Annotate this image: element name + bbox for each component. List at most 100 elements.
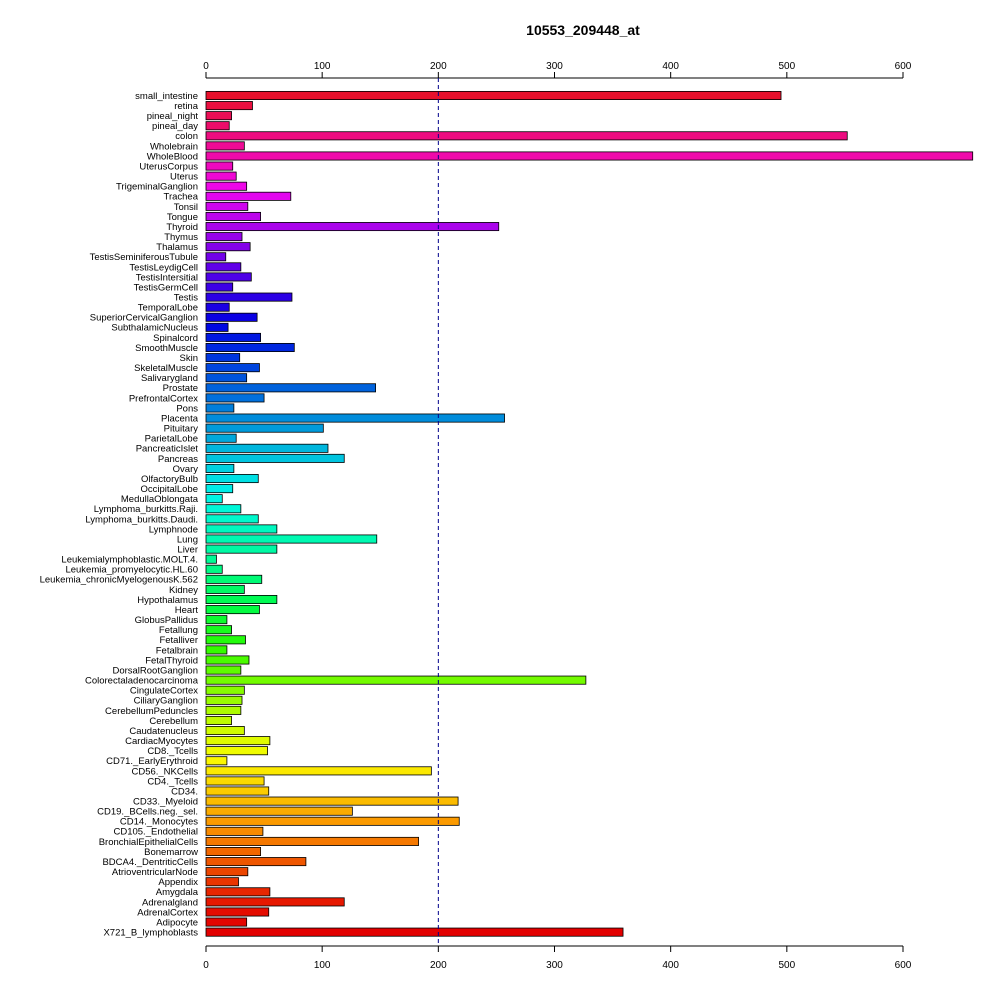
category-label: AdrenalCortex [137, 907, 198, 918]
category-label: WholeBlood [147, 151, 198, 162]
chart-title: 10553_209448_at [526, 22, 640, 38]
bottom-axis-tick-label: 300 [546, 960, 563, 971]
category-label: Lymphoma_burkitts.Raji. [94, 504, 198, 515]
bar [205, 796, 459, 806]
bar [205, 736, 271, 746]
bar [205, 726, 245, 736]
category-label: retina [174, 101, 198, 112]
bar [205, 363, 260, 373]
category-label: CD8._Tcells [147, 746, 198, 757]
bar [205, 917, 248, 927]
bar [205, 605, 260, 615]
bar [205, 514, 259, 524]
bar [205, 786, 270, 796]
bar [205, 806, 353, 816]
category-label: OlfactoryBulb [141, 474, 198, 485]
category-label: FetalThyroid [145, 655, 198, 666]
bar [205, 282, 234, 292]
category-label: Adipocyte [156, 917, 198, 928]
category-label: CD56._NKCells [131, 766, 198, 777]
bar [205, 877, 239, 887]
bar [205, 292, 293, 302]
category-label: CingulateCortex [130, 686, 198, 697]
bar [205, 564, 223, 574]
bar [205, 595, 278, 605]
category-label: Wholebrain [150, 141, 198, 152]
bar [205, 826, 264, 836]
category-label: AtrioventricularNode [112, 867, 198, 878]
category-label: CD105._Endothelial [113, 827, 198, 838]
category-label: Appendix [158, 877, 198, 888]
bar [205, 655, 250, 665]
category-label: Tonsil [174, 202, 198, 213]
bar [205, 857, 307, 867]
category-label: Spinalcord [153, 333, 198, 344]
category-label: Lymphoma_burkitts.Daudi. [85, 514, 198, 525]
bar [205, 403, 235, 413]
bar [205, 181, 248, 191]
bottom-axis-tick-label: 500 [778, 960, 795, 971]
bar [205, 504, 242, 514]
category-label: PrefrontalCortex [129, 393, 198, 404]
category-label: Leukemia_promyelocytic.HL.60 [65, 565, 198, 576]
category-label: BronchialEpithelialCells [99, 837, 199, 848]
category-label: OccipitalLobe [140, 484, 198, 495]
category-label: small_intestine [135, 91, 198, 102]
bottom-axis-tick-label: 400 [662, 960, 679, 971]
top-axis-tick-label: 600 [895, 61, 912, 72]
bar [205, 433, 237, 443]
bar [205, 91, 782, 101]
bar [205, 836, 419, 846]
bottom-axis-tick-label: 100 [314, 960, 331, 971]
category-label: Heart [175, 605, 199, 616]
category-label: Pancreas [158, 454, 198, 465]
bar [205, 484, 234, 494]
category-label: SuperiorCervicalGanglion [90, 313, 198, 324]
category-label: Cerebellum [149, 716, 198, 727]
category-label: TemporalLobe [138, 303, 198, 314]
bar [205, 524, 278, 534]
category-label: Leukemialymphoblastic.MOLT.4. [61, 555, 198, 566]
category-label: Pituitary [164, 424, 199, 435]
top-axis-tick-label: 300 [546, 61, 563, 72]
bar [205, 867, 249, 877]
bar [205, 756, 228, 766]
bar [205, 463, 235, 473]
category-label: TestisLeydigCell [129, 262, 198, 273]
category-label: Thymus [164, 232, 198, 243]
category-label: Lymphnode [149, 524, 198, 535]
category-labels: small_intestineretinapineal_nightpineal_… [40, 91, 199, 939]
top-axis-tick-label: 400 [662, 61, 679, 72]
category-label: TestisGermCell [134, 282, 198, 293]
category-label: Trachea [164, 192, 199, 203]
category-label: CD14._Monocytes [120, 817, 198, 828]
bottom-axis-tick-label: 600 [895, 960, 912, 971]
category-label: Skin [180, 353, 198, 364]
category-label: Testis [174, 293, 199, 304]
bar [205, 191, 292, 201]
bar [205, 665, 242, 675]
bar [205, 554, 217, 564]
bar [205, 776, 265, 786]
bar [205, 252, 227, 262]
category-label: Prostate [163, 383, 198, 394]
category-label: pineal_day [152, 121, 198, 132]
bar [205, 262, 242, 272]
bar [205, 242, 251, 252]
bar [205, 615, 228, 625]
bar [205, 151, 974, 161]
category-label: Placenta [161, 413, 199, 424]
bar [205, 322, 229, 332]
category-label: Fetalbrain [156, 645, 198, 656]
bar [205, 746, 268, 756]
category-label: Ovary [173, 464, 199, 475]
category-label: pineal_night [147, 111, 199, 122]
bar [205, 222, 500, 232]
bar [205, 383, 377, 393]
bar [205, 907, 270, 917]
category-label: Amygdala [156, 887, 199, 898]
category-label: CerebellumPeduncles [105, 706, 198, 717]
category-label: Bonemarrow [144, 847, 198, 858]
category-label: TestisSeminiferousTubule [90, 252, 198, 263]
